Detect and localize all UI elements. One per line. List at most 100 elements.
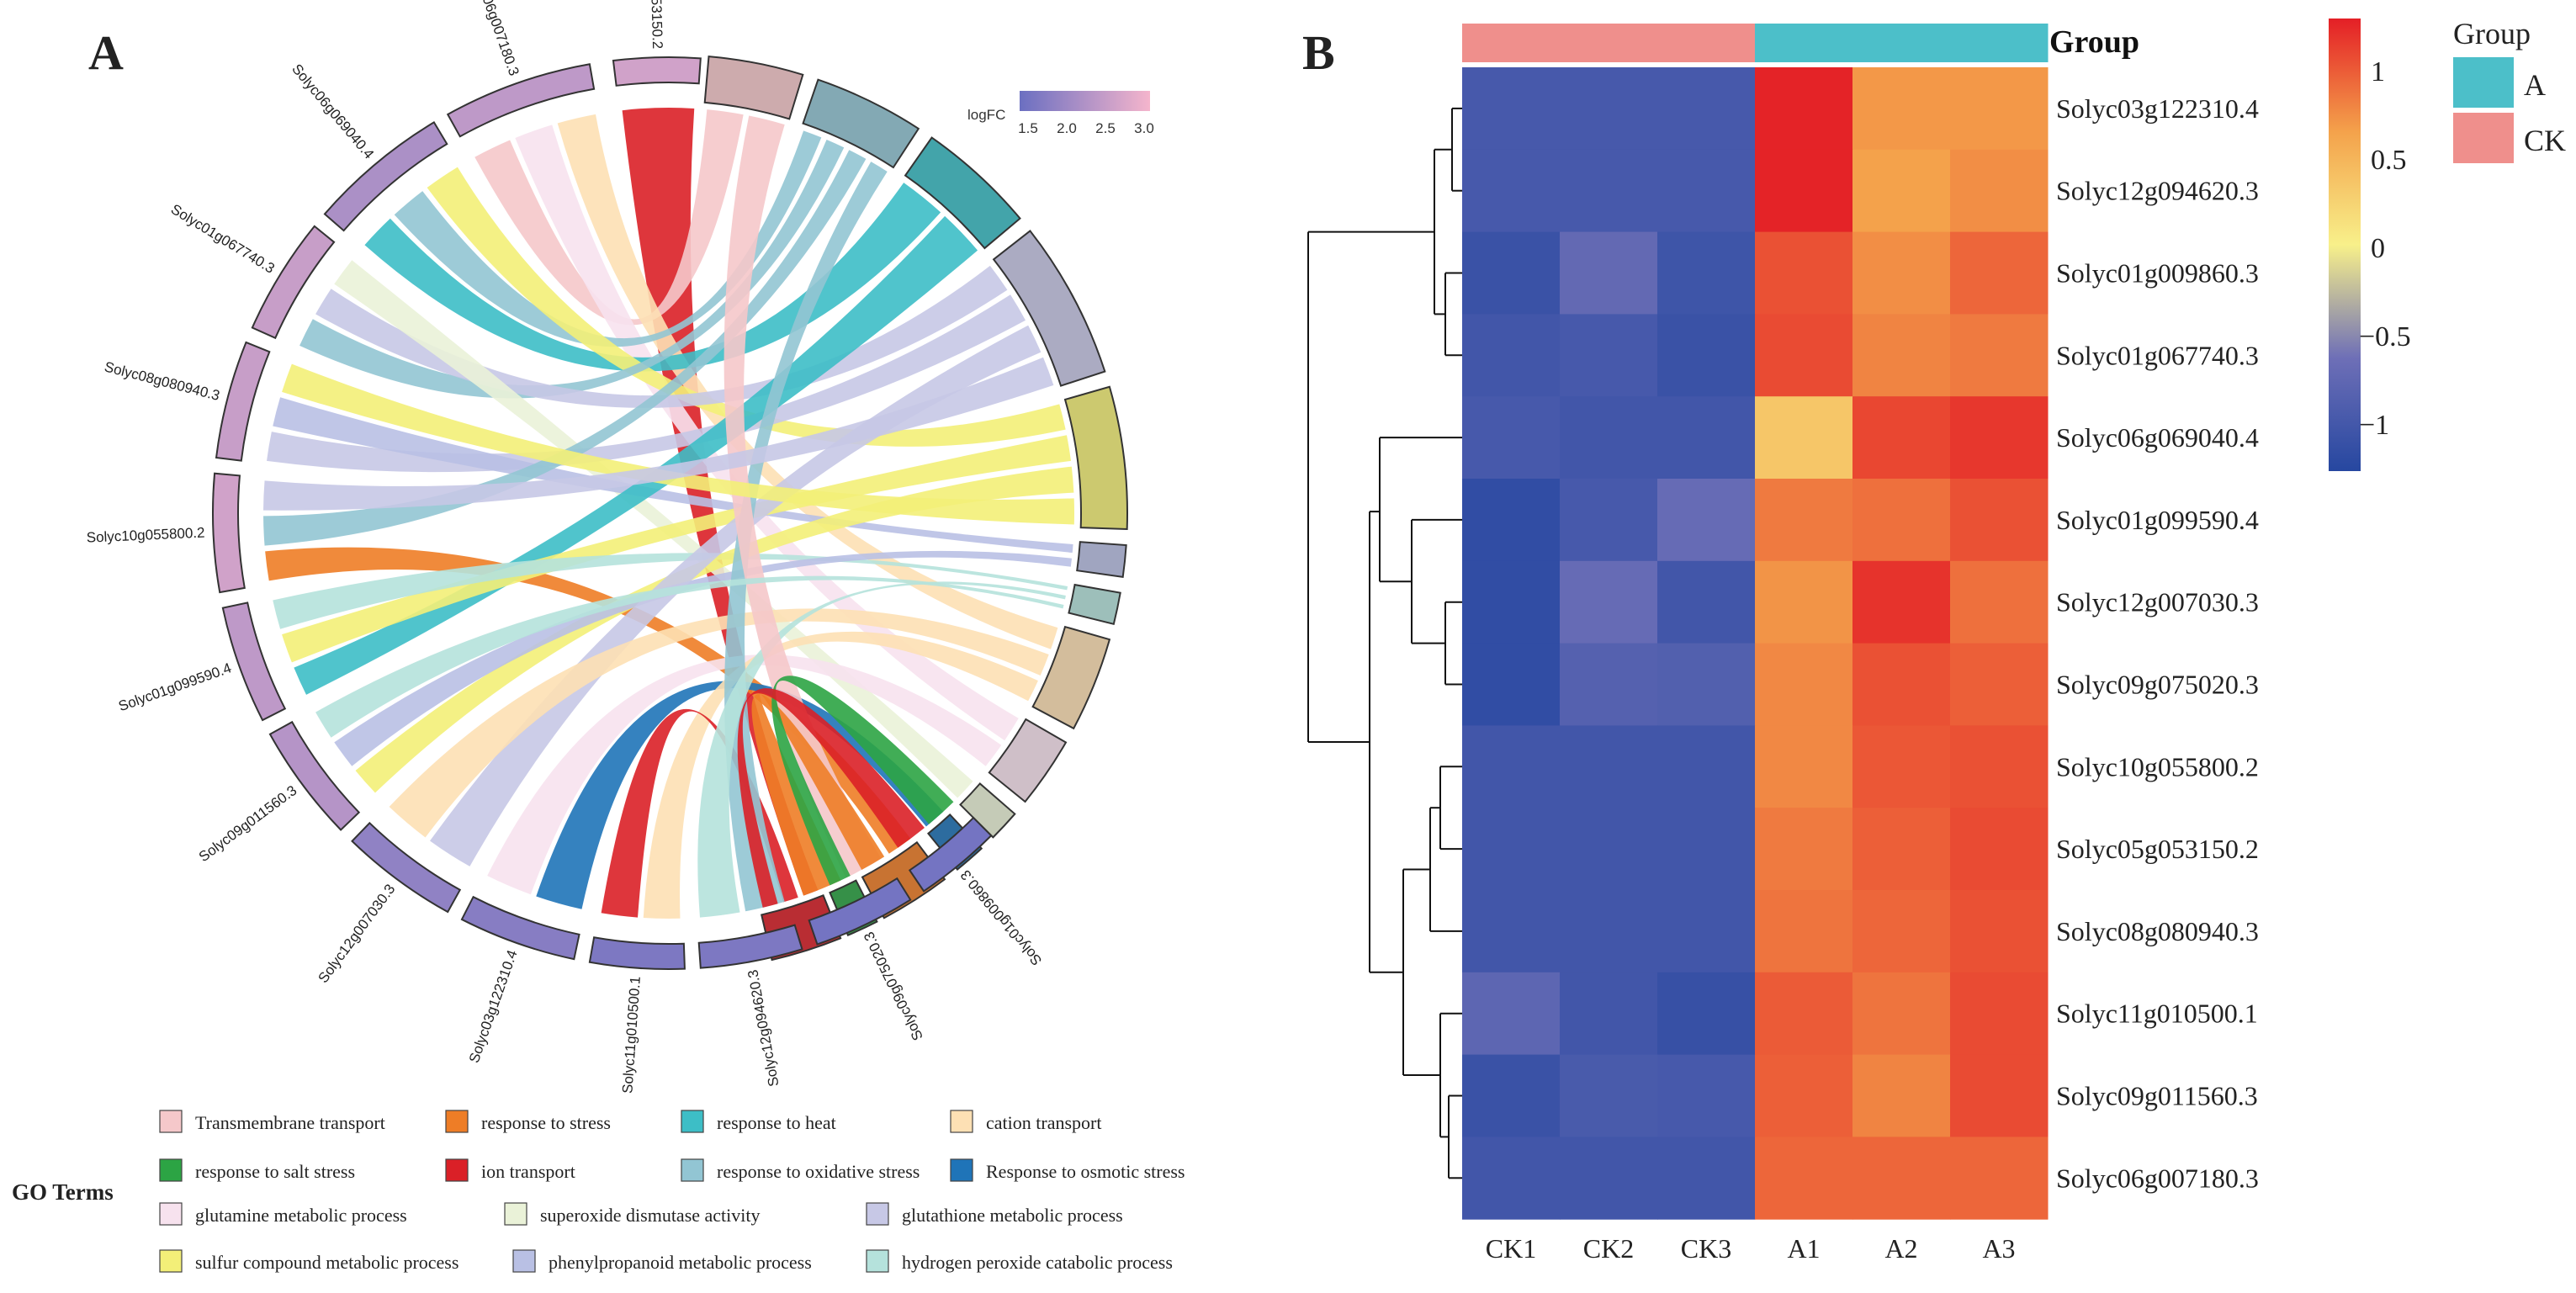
heatmap-cell [1657,67,1756,151]
heatmap-cell [1462,972,1561,1056]
logfc-colorbar-label: logFC [967,107,1005,123]
heatmap-cell [1852,396,1951,480]
gene-segment [351,821,462,914]
row-label: Solyc01g099590.4 [2056,505,2259,535]
logfc-tick: 2.5 [1095,120,1116,136]
gene-label: Solyc12g094620.3 [745,968,782,1088]
heatmap-cell [1560,231,1658,315]
go-legend-label: response to oxidative stress [717,1161,920,1182]
go-legend-label: glutamine metabolic process [195,1205,407,1226]
heatmap-cell [1657,1137,1756,1220]
heatmap-cell [1462,1054,1561,1137]
heatmap-cell [1560,725,1658,808]
go-legend-label: ion transport [481,1161,575,1182]
chord-ribbon [282,435,1071,663]
go-term-segment [959,782,1016,839]
column-label: A3 [1982,1233,2015,1264]
panel-a-label: A [88,25,124,80]
heatmap-cell [1755,479,1853,562]
group-annotation-cell [1560,24,1658,62]
go-legend-swatch [445,1110,469,1133]
heatmap-cell [1852,67,1951,151]
row-label: Solyc10g055800.2 [2056,751,2259,782]
heatmap-cell [1657,972,1756,1056]
go-legend-label: Transmembrane transport [195,1112,385,1133]
heatmap-cell [1560,479,1658,562]
chord-ribbon [389,608,1049,838]
group-legend-label-a: A [2524,68,2546,102]
gene-segment [221,601,287,722]
chord-ribbon [273,553,1068,629]
go-legend-label: glutathione metabolic process [902,1205,1123,1226]
row-label: Solyc03g122310.4 [2056,93,2259,124]
heatmap-cell [1560,890,1658,973]
go-legend-swatch [159,1110,183,1133]
column-label: CK2 [1583,1233,1634,1264]
heatmap-cell [1852,725,1951,808]
gene-label: Solyc03g122310.4 [466,948,521,1065]
heatmap-cell [1852,643,1951,726]
heatmap-cell [1462,890,1561,973]
row-label: Solyc09g075020.3 [2056,670,2259,700]
heatmap-cell [1462,643,1561,726]
chord-ribbon [334,260,973,798]
chord-ribbon [771,676,954,886]
heatmap-cell [1755,972,1853,1056]
heatmap: Solyc03g122310.4 Solyc12g094620.3 Solyc01g… [1462,24,2259,1264]
group-legend-swatch-ck [2453,113,2514,163]
heatmap-cell [1755,149,1853,233]
go-terms-legend: GO Terms Transmembrane transport response… [12,1110,1185,1273]
logfc-colorbar: logFC 1.5 2.0 2.5 3.0 [967,91,1154,136]
go-term-segment [1068,583,1121,626]
logfc-colorbar-gradient [1020,91,1150,111]
heatmap-cell [1657,890,1756,973]
heat-tick: −1 [2359,410,2389,441]
go-legend-swatch [445,1158,469,1182]
heatmap-cell [1852,314,1951,397]
chord-ribbon [430,325,1042,866]
heatmap-cell [1950,314,2049,397]
heatmap-cell [1560,67,1658,151]
heatmap-cell [1852,808,1951,891]
gene-label: Solyc10g055800.2 [86,525,205,546]
go-legend-swatch [159,1158,183,1182]
group-legend-label-ck: CK [2524,124,2566,157]
go-term-segment [988,718,1068,803]
heatmap-cell [1852,149,1951,233]
heatmap-cell [1657,314,1756,397]
heatmap-cell [1657,396,1756,480]
heatmap-cell [1657,808,1756,891]
heatmap-cell [1950,808,2049,891]
heatmap-cell [1755,1054,1853,1137]
heatmap-cell [1755,643,1853,726]
heatmap-cell [1852,972,1951,1056]
go-term-segment [1063,385,1129,531]
go-legend-swatch [950,1158,973,1182]
heatmap-cell [1755,231,1853,315]
heatmap-cell [1560,396,1658,480]
gene-segment [212,472,246,594]
row-label: Solyc11g010500.1 [2056,999,2258,1029]
go-legend-label: response to salt stress [195,1161,355,1182]
gene-segment [908,816,993,893]
heatmap-cell [1950,396,2049,480]
heatmap-cell [1852,479,1951,562]
heatmap-cell [1462,1137,1561,1220]
gene-segment [588,936,686,971]
chord-ribbon [315,575,1064,738]
go-legend-label: response to heat [717,1112,836,1133]
heatmap-cell [1657,231,1756,315]
heatmap-cell [1462,479,1561,562]
heat-tick: 1 [2371,56,2385,87]
heatmap-cell [1462,149,1561,233]
heatmap-cell [1852,890,1951,973]
gene-segment [268,720,361,831]
heat-tick: −0.5 [2359,321,2411,352]
gene-label: Solyc01g067740.3 [168,201,278,277]
chord-ribbon [724,162,888,912]
row-label: Solyc12g007030.3 [2056,587,2259,617]
heatmap-cell [1755,808,1853,891]
gene-segment [215,341,271,462]
heatmap-cell [1755,67,1853,151]
